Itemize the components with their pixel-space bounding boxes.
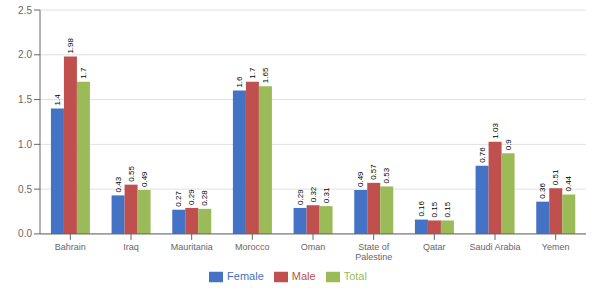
svg-text:0.32: 0.32	[309, 186, 318, 202]
svg-text:Oman: Oman	[301, 242, 326, 252]
svg-text:1.65: 1.65	[261, 67, 270, 83]
svg-text:0.15: 0.15	[443, 201, 452, 217]
svg-text:0.16: 0.16	[417, 200, 426, 216]
svg-text:0.9: 0.9	[504, 139, 513, 151]
svg-text:1.6: 1.6	[235, 76, 244, 88]
html-text:Female: Female	[227, 269, 264, 282]
svg-text:0.31: 0.31	[322, 187, 331, 203]
svg-text:Yemen: Yemen	[542, 242, 570, 252]
svg-text:0.49: 0.49	[356, 171, 365, 187]
svg-text:1.03: 1.03	[491, 123, 500, 139]
html-text:Male: Male	[291, 269, 316, 282]
svg-text:0.36: 0.36	[538, 183, 547, 199]
svg-text:1.0: 1.0	[18, 139, 32, 150]
svg-text:0.27: 0.27	[174, 191, 183, 207]
svg-text:1.7: 1.7	[248, 67, 257, 79]
svg-text:2.5: 2.5	[18, 5, 32, 16]
svg-text:0.0: 0.0	[18, 228, 32, 239]
svg-text:0.29: 0.29	[187, 189, 196, 205]
svg-text:0.5: 0.5	[18, 184, 32, 195]
svg-text:0.57: 0.57	[369, 164, 378, 180]
svg-text:0.29: 0.29	[296, 189, 305, 205]
svg-text:0.55: 0.55	[127, 166, 136, 182]
svg-text:0.53: 0.53	[382, 167, 391, 183]
svg-text:0.15: 0.15	[430, 201, 439, 217]
svg-text:Morocco: Morocco	[235, 242, 270, 252]
svg-text:0.51: 0.51	[551, 169, 560, 185]
svg-text:0.49: 0.49	[140, 171, 149, 187]
svg-text:0.43: 0.43	[114, 176, 123, 192]
svg-text:1.98: 1.98	[66, 37, 75, 53]
svg-text:State ofPalestine: State ofPalestine	[355, 242, 392, 262]
svg-text:1.4: 1.4	[53, 94, 62, 106]
svg-text:0.28: 0.28	[200, 190, 209, 206]
svg-text:Mauritania: Mauritania	[171, 242, 213, 252]
svg-text:Qatar: Qatar	[423, 242, 446, 252]
html-text:Total: Total	[343, 269, 367, 282]
svg-text:1.5: 1.5	[18, 94, 32, 105]
svg-text:0.76: 0.76	[478, 147, 487, 163]
svg-text:2.0: 2.0	[18, 49, 32, 60]
svg-text:Iraq: Iraq	[123, 242, 139, 252]
svg-text:0.44: 0.44	[564, 175, 573, 191]
svg-text:Saudi Arabia: Saudi Arabia	[469, 242, 520, 252]
svg-text:Bahrain: Bahrain	[55, 242, 86, 252]
svg-text:1.7: 1.7	[79, 67, 88, 79]
